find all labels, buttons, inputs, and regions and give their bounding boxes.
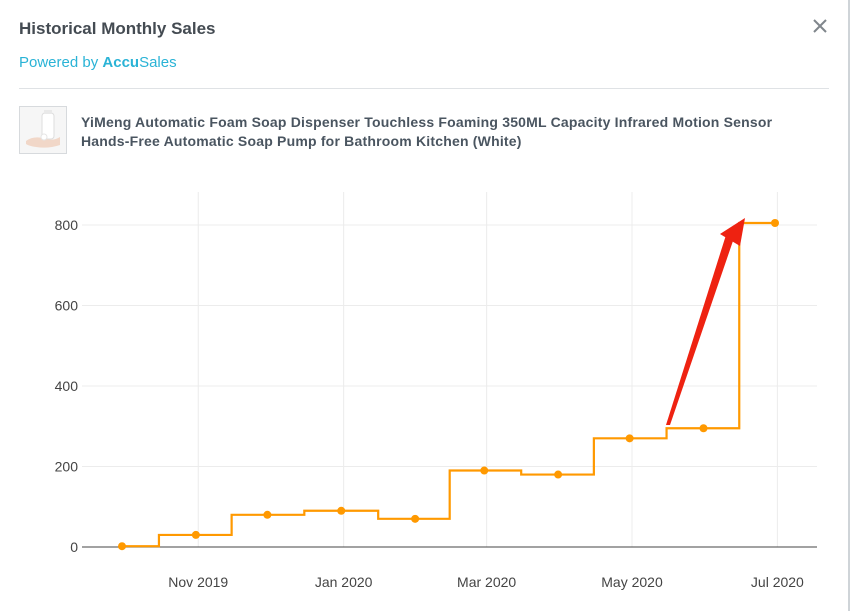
data-point[interactable] [625,434,634,443]
close-icon[interactable] [810,16,830,38]
modal-title: Historical Monthly Sales [19,19,216,38]
x-tick-label: May 2020 [601,574,663,590]
data-point[interactable] [191,530,200,539]
data-point[interactable] [337,506,346,515]
chart-grid [82,192,817,547]
powered-by-text: Powered by [19,54,99,71]
data-point[interactable] [480,466,489,475]
data-point[interactable] [771,218,779,227]
soap-dispenser-image [20,107,66,153]
y-axis-ticks: 0 200 400 600 800 [55,217,79,555]
data-point[interactable] [699,424,708,433]
product-title: YiMeng Automatic Foam Soap Dispenser Tou… [81,114,773,149]
sales-step-line [122,221,775,548]
brand-logo[interactable]: AccuSales [102,54,177,71]
y-tick-label: 0 [70,539,78,555]
x-axis-ticks: Nov 2019 Jan 2020 Mar 2020 May 2020 Jul 2020 [168,574,804,590]
close-x-glyph [813,19,827,33]
data-point[interactable] [554,470,563,479]
x-tick-label: Nov 2019 [168,574,228,590]
sales-chart: 0 200 400 600 800 Nov 2019 Jan 2020 Mar 2020 Ma… [55,192,817,590]
arrow-head [720,218,745,246]
arrow-shaft [666,235,734,425]
product-thumbnail [19,106,67,154]
y-tick-label: 800 [55,217,79,233]
powered-by: Powered by AccuSales [19,54,177,71]
x-tick-label: Mar 2020 [457,574,516,590]
sales-series [118,218,779,551]
data-point[interactable] [411,514,420,523]
data-point[interactable] [118,542,126,551]
trend-arrow-annotation [666,218,745,425]
y-tick-label: 600 [55,298,79,314]
y-tick-label: 400 [55,378,79,394]
x-tick-label: Jul 2020 [751,574,804,590]
data-point[interactable] [263,510,272,519]
header-divider [19,88,829,89]
y-tick-label: 200 [55,459,79,475]
x-tick-label: Jan 2020 [315,574,373,590]
